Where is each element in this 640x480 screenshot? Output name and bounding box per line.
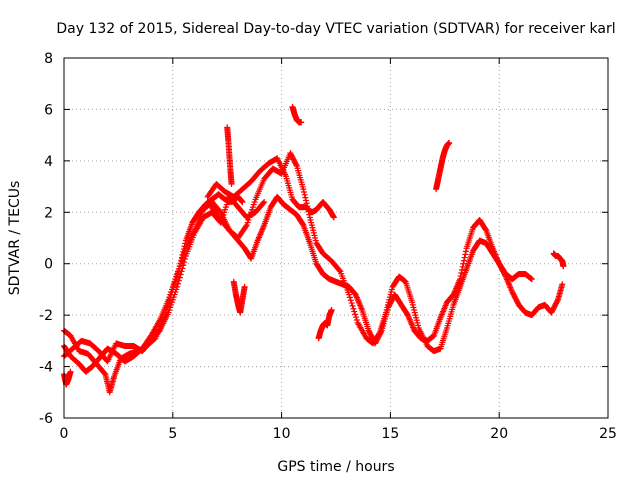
y-axis-label: SDTVAR / TECUs (7, 181, 23, 296)
x-axis-label: GPS time / hours (277, 459, 394, 475)
data-point (67, 368, 74, 375)
y-tick-label: 2 (44, 205, 53, 221)
data-point (346, 291, 353, 298)
y-tick-label: 0 (44, 257, 53, 273)
series-fragment-2 (289, 103, 305, 126)
series-track-b (61, 150, 566, 375)
data-point (461, 254, 468, 261)
points-layer (61, 103, 567, 396)
x-tick-label: 15 (381, 426, 399, 442)
y-tick-label: 6 (44, 102, 53, 118)
data-point (353, 317, 360, 324)
data-point (351, 308, 358, 315)
data-point (457, 276, 464, 283)
data-point (176, 274, 183, 281)
data-point (228, 181, 235, 187)
data-point (241, 283, 248, 290)
data-point (482, 226, 489, 233)
chart-title: Day 132 of 2015, Sidereal Day-to-day VTE… (56, 21, 615, 37)
data-point (346, 294, 353, 301)
data-point (352, 311, 359, 318)
data-point (353, 314, 360, 321)
y-tick-label: -4 (39, 360, 53, 376)
data-point (261, 199, 268, 205)
series-fragment-4 (230, 278, 248, 316)
data-point (181, 256, 188, 263)
data-point (293, 161, 300, 168)
series-track-c (204, 155, 337, 221)
series-track-e (61, 193, 268, 365)
data-point (462, 251, 469, 258)
data-point (302, 194, 309, 201)
data-point (462, 248, 469, 255)
data-point (460, 257, 467, 264)
data-point (460, 260, 467, 267)
x-tick-label: 5 (168, 426, 177, 442)
data-point (378, 328, 385, 335)
series-fragment-3 (433, 139, 453, 193)
data-point (458, 266, 465, 273)
data-point (181, 259, 188, 266)
data-point (180, 262, 187, 269)
data-point (528, 276, 535, 283)
data-point (336, 267, 343, 274)
data-point (457, 273, 464, 280)
data-point (347, 297, 354, 304)
data-point (459, 263, 466, 270)
data-point (239, 199, 246, 205)
data-point (175, 280, 182, 287)
y-tick-label: -2 (39, 308, 53, 324)
data-point (101, 370, 108, 377)
data-point (554, 298, 561, 304)
series-fragment-7 (61, 368, 74, 388)
data-point (301, 191, 308, 198)
data-point (560, 263, 567, 270)
data-point (174, 283, 181, 290)
data-point (446, 139, 453, 146)
data-point (179, 265, 186, 272)
x-tick-label: 0 (60, 426, 69, 442)
data-point (299, 221, 306, 228)
data-point (300, 186, 307, 193)
y-tick-label: 4 (44, 154, 53, 170)
data-point (349, 302, 356, 309)
data-point (328, 307, 335, 313)
x-tick-label: 25 (599, 426, 617, 442)
series-track-d (206, 193, 535, 347)
x-tick-label: 20 (490, 426, 508, 442)
data-point (330, 214, 337, 221)
data-point (302, 197, 309, 204)
data-point (350, 305, 357, 312)
series-fragment-6 (550, 250, 567, 270)
grid-layer (64, 58, 608, 418)
x-tick-label: 10 (273, 426, 291, 442)
y-tick-label: 8 (44, 51, 53, 67)
data-point (559, 281, 566, 288)
plot-frame (63, 57, 609, 419)
data-point (458, 269, 465, 276)
data-point (348, 300, 355, 307)
series-fragment-1 (224, 124, 235, 187)
ticks-layer: 0 5 10 15 20 25 -6 -4 -2 0 2 4 6 8 (39, 51, 617, 442)
data-point (178, 268, 185, 275)
y-tick-label: -6 (39, 411, 53, 427)
data-point (177, 271, 184, 278)
data-point (260, 200, 267, 207)
data-point (298, 119, 305, 126)
data-point (242, 223, 249, 230)
data-point (175, 277, 182, 284)
data-point (301, 188, 308, 195)
series-fragment-5 (315, 307, 335, 342)
